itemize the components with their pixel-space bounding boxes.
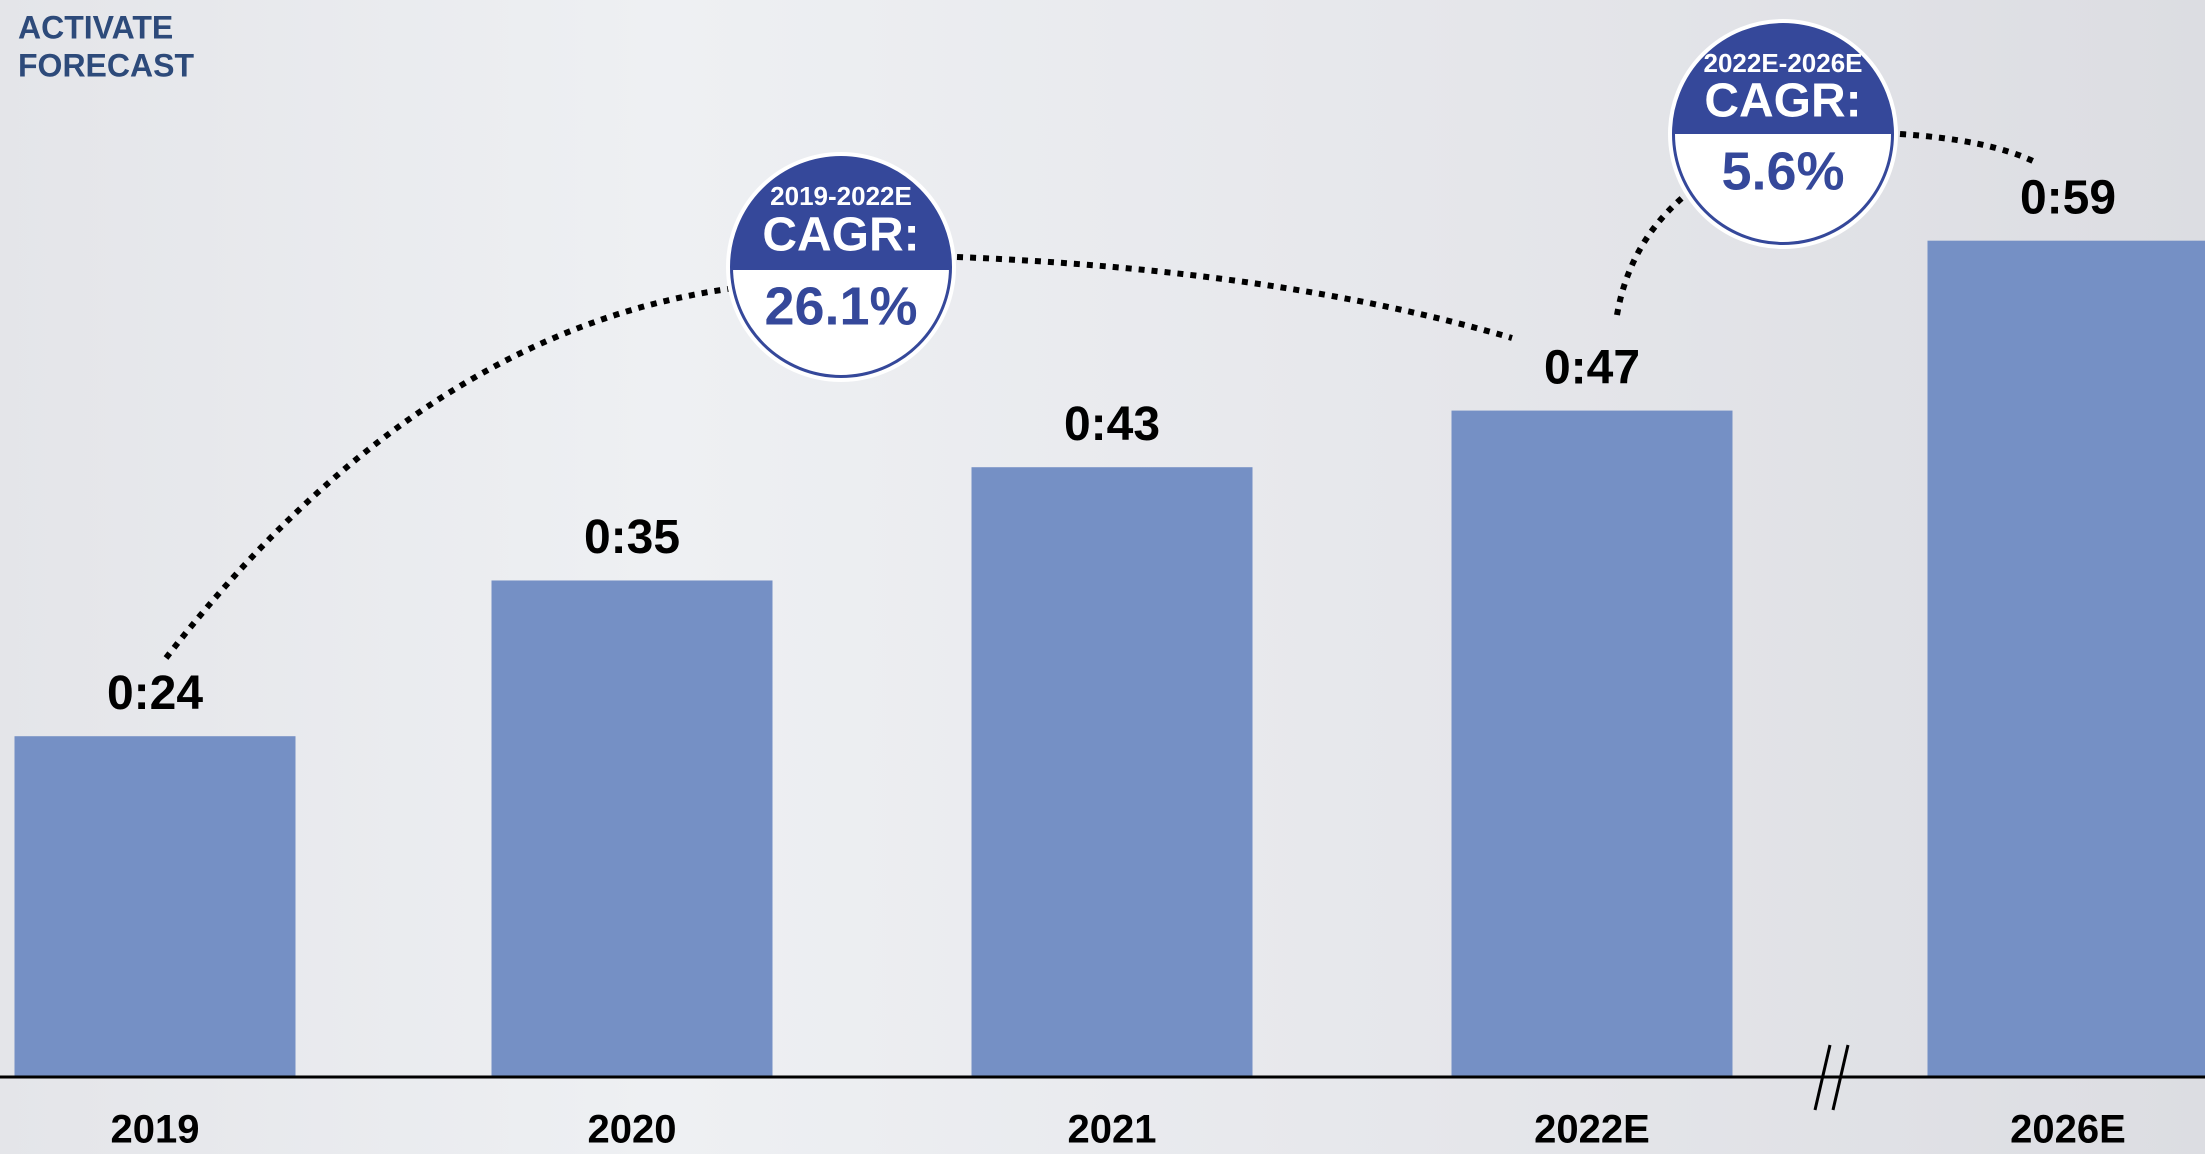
cagr-value: 5.6%: [1721, 141, 1844, 201]
value-label: 0:59: [2020, 171, 2116, 224]
axis-break: [1831, 1044, 1850, 1111]
cagr-value: 26.1%: [764, 276, 917, 336]
bar: [1451, 410, 1733, 1076]
brand: ACTIVATE: [18, 9, 173, 45]
x-tick-label: 2019: [111, 1108, 200, 1152]
value-label: 0:43: [1064, 398, 1160, 451]
bar: [14, 736, 296, 1076]
trend-arc: [1614, 190, 1690, 316]
brand: FORECAST: [18, 47, 194, 83]
value-label: 0:24: [107, 667, 203, 720]
bar: [491, 580, 773, 1076]
x-tick-label: 2021: [1068, 1108, 1157, 1152]
cagr-label: CAGR:: [762, 209, 919, 262]
value-label: 0:35: [584, 511, 680, 564]
cagr-bubble: 2019-2022E CAGR: 26.1%: [726, 152, 956, 382]
trend-arc: [1899, 131, 2037, 165]
bar: [1927, 240, 2205, 1076]
x-tick-label: 2022E: [1534, 1108, 1650, 1152]
cagr-label: CAGR:: [1704, 75, 1861, 128]
value-label: 0:47: [1544, 341, 1640, 394]
trend-arc: [956, 254, 1513, 341]
axis-break: [1813, 1044, 1832, 1111]
bar: [971, 467, 1253, 1076]
cagr-period: 2022E-2026E: [1703, 48, 1862, 78]
x-tick-label: 2026E: [2010, 1108, 2126, 1152]
cagr-period: 2019-2022E: [770, 181, 912, 211]
x-tick-label: 2020: [588, 1108, 677, 1152]
